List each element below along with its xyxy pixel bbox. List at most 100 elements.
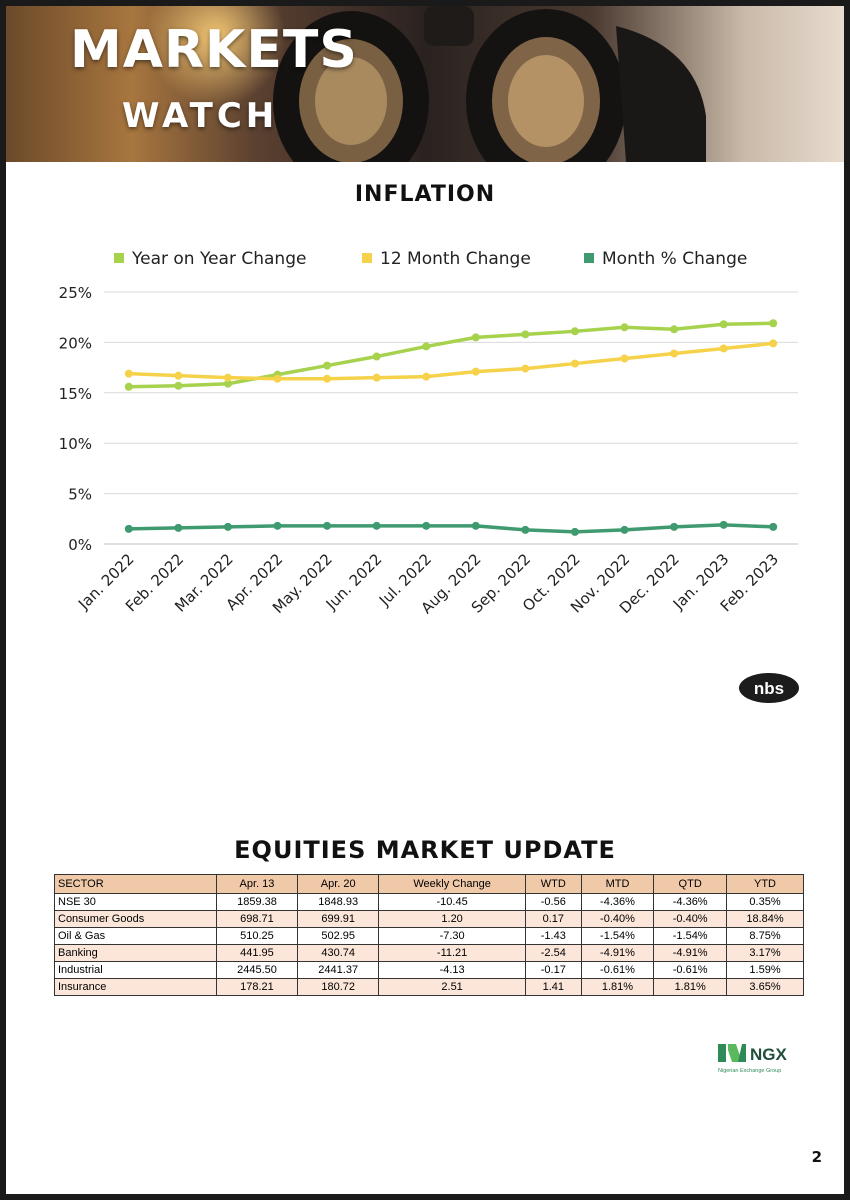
table-cell: 1.20	[378, 910, 526, 928]
table-row: Consumer Goods 698.71 699.91 1.20 0.17 -0.40%…	[54, 910, 804, 928]
equities-table: SECTOR Apr. 13 Apr. 20 Weekly Change WTD MTD Q…	[54, 874, 804, 996]
table-cell: 2.51	[378, 978, 526, 996]
data-point	[422, 372, 431, 381]
data-point	[174, 523, 183, 532]
data-point	[471, 521, 480, 530]
table-cell: 180.72	[297, 978, 380, 996]
table-cell: 510.25	[215, 927, 299, 945]
column-header: WTD	[524, 874, 582, 894]
series-line	[128, 341, 774, 381]
data-point	[769, 339, 778, 348]
table-cell: -4.13	[378, 961, 526, 979]
table-cell: -0.61%	[653, 961, 728, 979]
table-cell: -7.30	[378, 927, 526, 945]
data-point	[670, 349, 679, 358]
table-cell: -0.40%	[580, 910, 655, 928]
data-point	[174, 371, 183, 380]
equities-header-row: SECTOR Apr. 13 Apr. 20 Weekly Change WTD MTD Q…	[54, 874, 804, 894]
data-point	[323, 374, 332, 383]
ngx-logo-name: NGX	[750, 1045, 788, 1064]
table-cell: -4.91%	[580, 944, 655, 962]
data-point	[521, 330, 530, 339]
nbs-logo: nbs	[739, 673, 799, 703]
table-cell: 1859.38	[215, 893, 299, 911]
table-cell: 1.41	[524, 978, 582, 996]
page: MARKETS WATCH INFLATION 0% 5% 10% 15% 20% 25%…	[6, 6, 844, 1194]
banner: MARKETS WATCH	[6, 6, 844, 162]
table-cell: -0.40%	[653, 910, 728, 928]
table-cell: 2441.37	[297, 961, 380, 979]
column-header: Apr. 13	[215, 874, 299, 894]
ngx-logo-subtitle: Nigerian Exchange Group	[718, 1068, 781, 1074]
column-header: Apr. 20	[297, 874, 380, 894]
data-point	[769, 522, 778, 531]
table-cell: 1.81%	[653, 978, 728, 996]
y-tick-label: 20%	[59, 334, 92, 352]
series-line	[128, 321, 774, 389]
table-cell: 8.75%	[726, 927, 804, 945]
data-point	[620, 323, 629, 332]
data-point	[372, 352, 381, 361]
table-cell: -1.54%	[653, 927, 728, 945]
data-point	[719, 344, 728, 353]
data-point	[471, 333, 480, 342]
data-point	[570, 327, 579, 336]
sector-name: Industrial	[54, 961, 217, 979]
sector-name: Consumer Goods	[54, 910, 217, 928]
table-cell: -11.21	[378, 944, 526, 962]
table-row: Banking 441.95 430.74 -11.21 -2.54 -4.91% -4.9…	[54, 944, 804, 962]
table-cell: 18.84%	[726, 910, 804, 928]
table-cell: -1.54%	[580, 927, 655, 945]
nbs-logo-text: nbs	[754, 679, 784, 698]
table-cell: 441.95	[215, 944, 299, 962]
data-point	[323, 361, 332, 370]
table-cell: -0.61%	[580, 961, 655, 979]
data-point	[719, 320, 728, 329]
data-point	[273, 521, 282, 530]
data-point	[223, 379, 232, 388]
data-point	[223, 522, 232, 531]
column-header: MTD	[580, 874, 655, 894]
data-point	[372, 521, 381, 530]
table-cell: -2.54	[524, 944, 582, 962]
banner-title-markets: MARKETS	[70, 20, 358, 80]
table-cell: 698.71	[215, 910, 299, 928]
table-cell: -4.36%	[580, 893, 655, 911]
table-cell: -0.17	[524, 961, 582, 979]
data-point	[124, 369, 133, 378]
table-cell: 0.17	[524, 910, 582, 928]
table-cell: -0.56	[524, 893, 582, 911]
table-cell: 178.21	[215, 978, 299, 996]
sector-name: Oil & Gas	[54, 927, 217, 945]
table-cell: 502.95	[297, 927, 380, 945]
data-point	[471, 367, 480, 376]
legend-swatch	[584, 253, 594, 263]
data-point	[521, 364, 530, 373]
column-header: Weekly Change	[378, 874, 526, 894]
page-number: 2	[811, 1148, 822, 1166]
table-cell: 430.74	[297, 944, 380, 962]
equities-title: EQUITIES MARKET UPDATE	[234, 836, 616, 864]
table-cell: -1.43	[524, 927, 582, 945]
data-point	[570, 359, 579, 368]
y-tick-label: 25%	[59, 284, 92, 302]
table-cell: 1.59%	[726, 961, 804, 979]
table-cell: 3.65%	[726, 978, 804, 996]
table-cell: 2445.50	[215, 961, 299, 979]
data-point	[670, 522, 679, 531]
sector-name: NSE 30	[54, 893, 217, 911]
table-row: NSE 30 1859.38 1848.93 -10.45 -0.56 -4.36% -4.…	[54, 893, 804, 911]
data-point	[620, 354, 629, 363]
data-point	[124, 524, 133, 533]
binoculars-image	[146, 6, 706, 162]
table-row: Industrial 2445.50 2441.37 -4.13 -0.17 -0.61%…	[54, 961, 804, 979]
data-point	[372, 373, 381, 382]
data-point	[521, 525, 530, 534]
inflation-title: INFLATION	[354, 182, 496, 207]
table-cell: -4.36%	[653, 893, 728, 911]
y-tick-label: 10%	[59, 435, 92, 453]
series-line	[128, 523, 774, 534]
data-point	[670, 325, 679, 334]
data-point	[323, 521, 332, 530]
